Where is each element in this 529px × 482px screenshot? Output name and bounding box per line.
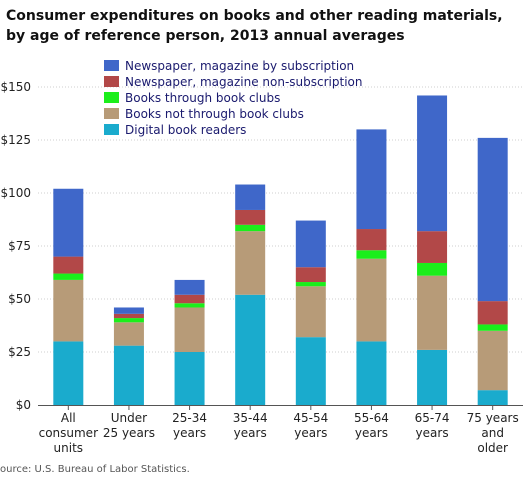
y-tick-label: $150 xyxy=(0,80,31,94)
bar-segment xyxy=(235,209,266,225)
bar-segment xyxy=(235,184,266,210)
x-tick-label: 25-34 years xyxy=(172,411,207,440)
bar-segment xyxy=(417,262,448,276)
x-tick-label: Under 25 years xyxy=(103,411,155,440)
bar-segment xyxy=(477,330,508,391)
bar-segment xyxy=(295,282,326,287)
bar-segment xyxy=(53,256,84,274)
bar-segment xyxy=(417,231,448,263)
legend-label: Newspaper, magazine non-subscription xyxy=(125,75,363,89)
bar-segment xyxy=(295,337,326,405)
bar-segment xyxy=(356,341,387,405)
bar-stack xyxy=(53,188,84,405)
legend-item: Newspaper, magazine non-subscription xyxy=(104,75,363,89)
x-tick-label: 75 years and older xyxy=(467,411,519,455)
bar-segment xyxy=(417,275,448,350)
bar-segment xyxy=(295,286,326,338)
bar-segment xyxy=(174,303,205,308)
y-tick-label: $0 xyxy=(16,398,31,412)
bar-segment xyxy=(113,313,144,319)
bar-stack xyxy=(295,220,326,405)
legend-item: Books not through book clubs xyxy=(104,107,304,121)
x-tick-label: 45-54 years xyxy=(293,411,328,440)
bar-segment xyxy=(417,349,448,405)
x-tick-label: All consumer units xyxy=(39,411,98,455)
bar-segment xyxy=(53,273,84,280)
x-tick-label: 55-64 years xyxy=(354,411,389,440)
legend-label: Digital book readers xyxy=(125,123,246,137)
y-tick-label: $25 xyxy=(8,345,31,359)
x-tick-label: 35-44 years xyxy=(233,411,268,440)
bar-segment xyxy=(477,301,508,325)
bar-segment xyxy=(477,390,508,405)
bar-segment xyxy=(53,341,84,405)
bar-segment xyxy=(417,95,448,232)
bar-segment xyxy=(174,307,205,352)
bar-stack xyxy=(235,184,266,405)
legend-item: Books through book clubs xyxy=(104,91,280,105)
x-tick-label: 65-74 years xyxy=(415,411,450,440)
bar-segment xyxy=(53,279,84,342)
bar-stack xyxy=(417,95,448,405)
bar-segment xyxy=(235,224,266,232)
legend-swatch xyxy=(104,76,119,87)
y-tick-label: $125 xyxy=(0,133,31,147)
bar-stack xyxy=(477,137,508,405)
bar-segment xyxy=(174,279,205,295)
legend-swatch xyxy=(104,92,119,103)
legend-swatch xyxy=(104,108,119,119)
legend-item: Newspaper, magazine by subscription xyxy=(104,59,354,73)
y-tick-label: $100 xyxy=(0,186,31,200)
bar-segment xyxy=(356,258,387,342)
y-tick-label: $50 xyxy=(8,292,31,306)
axes: $0 $25 $50 $75 $100 $125 $150 All consumer unitsU… xyxy=(0,80,523,455)
bar-stacks xyxy=(53,95,508,405)
y-tick-label: $75 xyxy=(8,239,31,253)
legend-swatch xyxy=(104,124,119,135)
bar-segment xyxy=(113,345,144,405)
bar-stack xyxy=(356,129,387,405)
legend: Newspaper, magazine by subscription Newsp… xyxy=(104,59,363,137)
bar-segment xyxy=(295,267,326,283)
bar-stack xyxy=(174,279,205,405)
legend-label: Books not through book clubs xyxy=(125,107,304,121)
bar-segment xyxy=(53,188,84,257)
legend-item: Digital book readers xyxy=(104,123,246,137)
bar-segment xyxy=(235,231,266,295)
chart-title: Consumer expenditures on books and other… xyxy=(6,8,503,44)
bar-segment xyxy=(356,229,387,251)
bar-segment xyxy=(235,294,266,405)
bar-segment xyxy=(174,352,205,405)
legend-label: Newspaper, magazine by subscription xyxy=(125,59,354,73)
bar-segment xyxy=(113,322,144,346)
legend-swatch xyxy=(104,60,119,71)
bar-segment xyxy=(295,220,326,268)
bar-segment xyxy=(356,129,387,230)
bar-segment xyxy=(477,324,508,331)
bar-stack xyxy=(113,307,144,405)
bar-segment xyxy=(113,307,144,314)
legend-label: Books through book clubs xyxy=(125,91,280,105)
bar-segment xyxy=(174,294,205,304)
source-note: ource: U.S. Bureau of Labor Statistics. xyxy=(0,464,190,475)
bar-segment xyxy=(356,250,387,259)
bar-segment xyxy=(477,137,508,302)
bar-segment xyxy=(113,318,144,323)
